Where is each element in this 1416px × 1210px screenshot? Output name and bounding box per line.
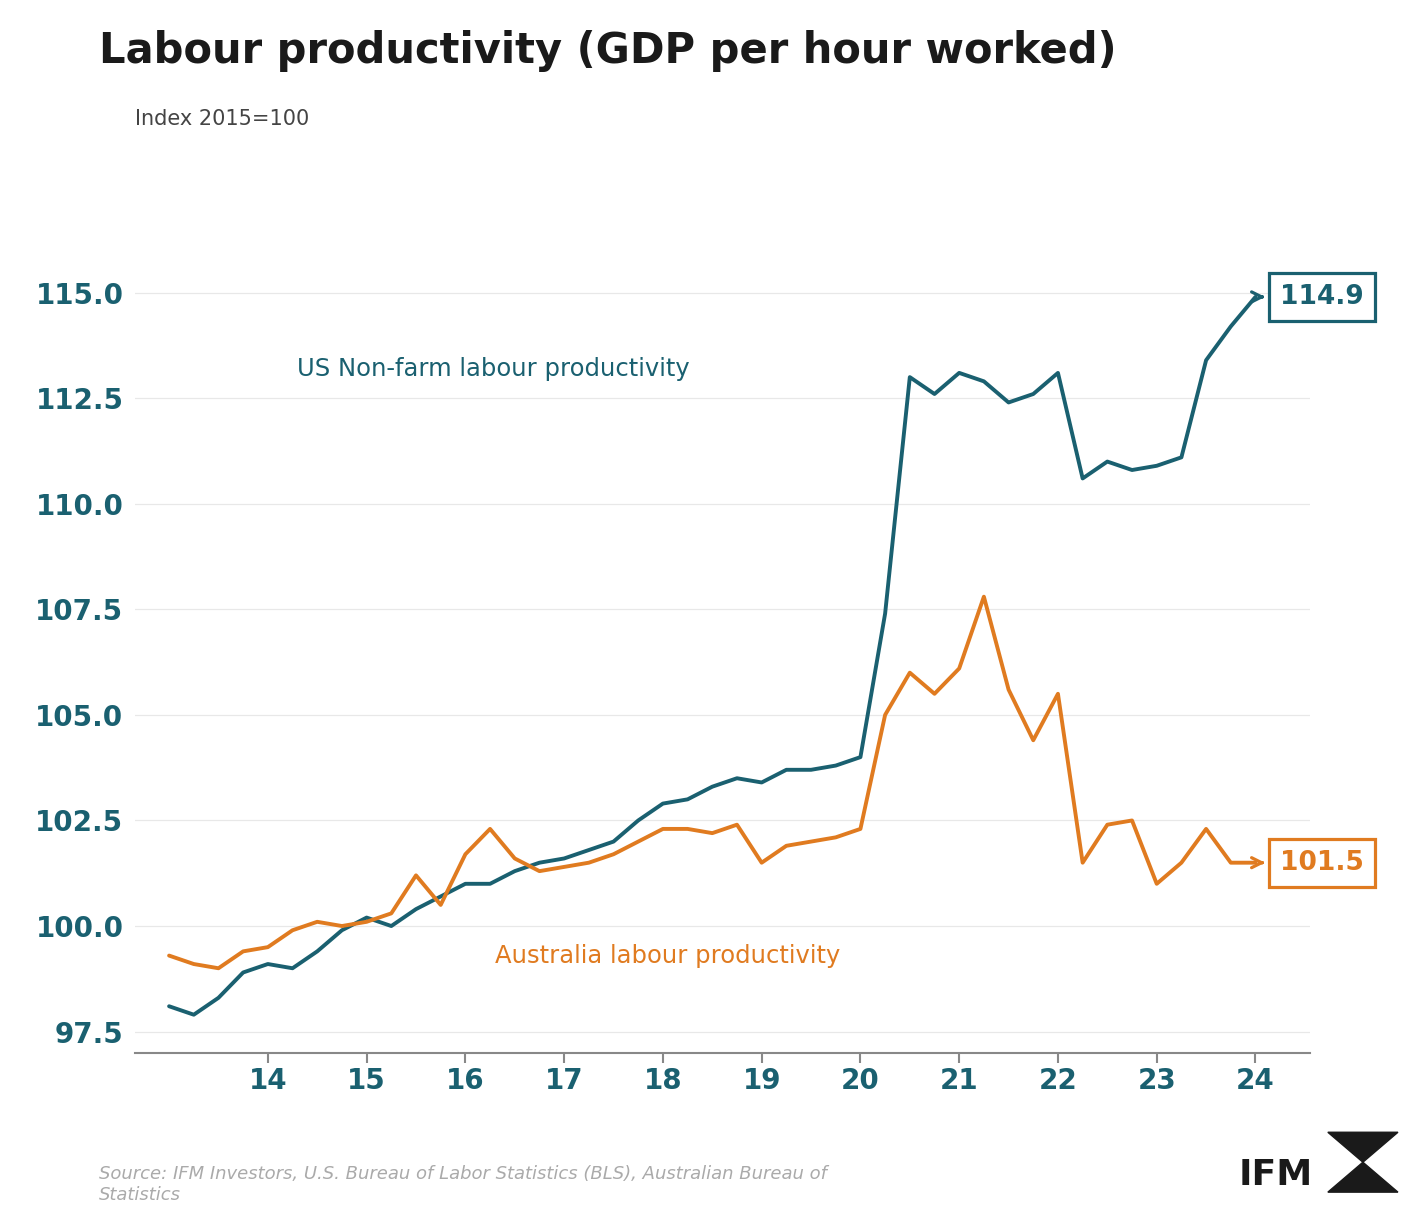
Polygon shape (1328, 1133, 1398, 1192)
Text: Labour productivity (GDP per hour worked): Labour productivity (GDP per hour worked… (99, 30, 1117, 73)
Text: Australia labour productivity: Australia labour productivity (496, 944, 840, 968)
Text: US Non-farm labour productivity: US Non-farm labour productivity (297, 357, 690, 381)
Text: Index 2015=100: Index 2015=100 (135, 109, 309, 129)
Text: Source: IFM Investors, U.S. Bureau of Labor Statistics (BLS), Australian Bureau : Source: IFM Investors, U.S. Bureau of La… (99, 1165, 827, 1204)
Text: IFM: IFM (1239, 1158, 1313, 1192)
Text: 114.9: 114.9 (1252, 284, 1364, 310)
Text: 101.5: 101.5 (1252, 849, 1364, 876)
